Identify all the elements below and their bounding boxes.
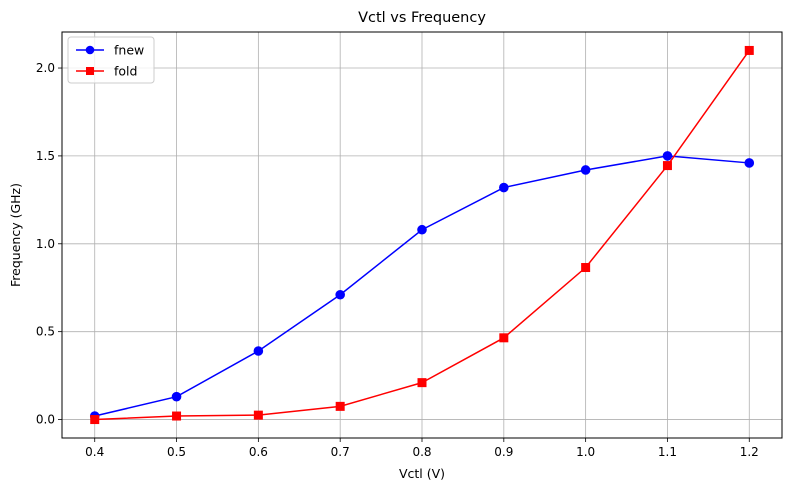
x-tick-label: 0.6 bbox=[249, 445, 268, 459]
data-point-fold bbox=[90, 415, 100, 425]
legend-marker bbox=[86, 67, 94, 75]
y-tick-label: 0.5 bbox=[36, 325, 55, 339]
y-axis-ticks: 0.0 0.5 1.0 1.5 2.0 bbox=[36, 61, 62, 427]
data-point-fnew bbox=[580, 165, 591, 175]
data-point-fnew bbox=[744, 158, 755, 168]
x-tick-label: 1.2 bbox=[740, 445, 759, 459]
data-point-fold bbox=[581, 263, 591, 273]
x-tick-label: 0.5 bbox=[167, 445, 186, 459]
legend: fnew fold bbox=[67, 36, 155, 84]
plot-series bbox=[89, 45, 755, 425]
data-point-fnew bbox=[171, 391, 182, 402]
y-axis-label: Frequency (GHz) bbox=[8, 183, 23, 287]
chart-title: Vctl vs Frequency bbox=[358, 10, 486, 26]
y-tick-label: 1.5 bbox=[36, 149, 55, 163]
data-point-fold bbox=[253, 410, 263, 420]
x-tick-label: 0.8 bbox=[412, 445, 431, 459]
x-tick-label: 1.1 bbox=[658, 445, 677, 459]
data-point-fold bbox=[335, 401, 345, 411]
legend-marker bbox=[85, 45, 95, 55]
x-tick-label: 0.9 bbox=[494, 445, 513, 459]
y-tick-label: 2.0 bbox=[36, 61, 55, 75]
data-point-fold bbox=[172, 411, 182, 421]
legend-label: fold bbox=[114, 64, 137, 79]
data-point-fnew bbox=[335, 289, 345, 300]
data-point-fold bbox=[744, 45, 754, 55]
data-point-fold bbox=[662, 161, 672, 171]
legend-label: fnew bbox=[114, 43, 144, 58]
y-tick-label: 1.0 bbox=[36, 237, 55, 251]
data-point-fold bbox=[499, 333, 509, 343]
data-point-fnew bbox=[499, 182, 509, 193]
data-point-fnew bbox=[253, 346, 264, 356]
x-axis-label: Vctl (V) bbox=[399, 466, 445, 481]
x-tick-label: 0.4 bbox=[85, 445, 104, 459]
x-axis-ticks: 0.4 0.5 0.6 0.7 0.8 0.9 1.0 1.1 1.2 bbox=[85, 438, 759, 459]
legend-item-fold: fold bbox=[76, 64, 137, 79]
data-point-fnew bbox=[662, 151, 673, 161]
x-tick-label: 0.7 bbox=[331, 445, 350, 459]
data-point-fold bbox=[417, 378, 427, 388]
legend-item-fnew: fnew bbox=[76, 43, 144, 58]
x-tick-label: 1.0 bbox=[576, 445, 595, 459]
grid bbox=[62, 32, 782, 438]
y-tick-label: 0.0 bbox=[36, 413, 55, 427]
data-point-fnew bbox=[417, 224, 427, 235]
